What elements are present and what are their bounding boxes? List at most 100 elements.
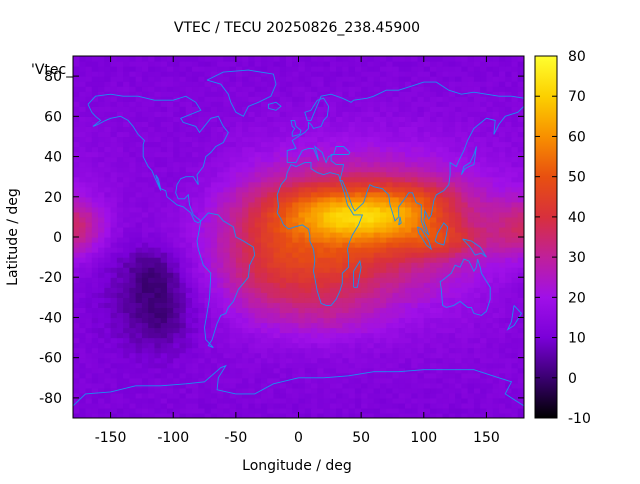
- heatmap-cell: [442, 121, 450, 127]
- heatmap-cell: [398, 146, 406, 153]
- heatmap-cell: [254, 357, 262, 364]
- heatmap-cell: [379, 397, 387, 404]
- heatmap-cell: [91, 81, 99, 87]
- heatmap-cell: [179, 151, 187, 158]
- heatmap-cell: [229, 96, 237, 102]
- heatmap-cell: [404, 352, 412, 359]
- heatmap-cell: [342, 312, 350, 319]
- heatmap-cell: [411, 111, 419, 117]
- heatmap-cell: [492, 412, 500, 418]
- heatmap-cell: [417, 196, 425, 203]
- heatmap-cell: [160, 317, 168, 324]
- heatmap-cell: [242, 357, 249, 364]
- heatmap-cell: [411, 402, 419, 409]
- heatmap-cell: [129, 121, 137, 127]
- heatmap-cell: [116, 262, 124, 268]
- heatmap-cell: [498, 412, 506, 418]
- heatmap-cell: [511, 347, 519, 354]
- heatmap-cell: [373, 297, 381, 303]
- heatmap-cell: [442, 191, 450, 198]
- heatmap-cell: [91, 136, 99, 143]
- heatmap-cell: [511, 96, 519, 102]
- heatmap-cell: [217, 196, 224, 203]
- heatmap-cell: [285, 231, 293, 238]
- heatmap-cell: [348, 382, 356, 389]
- heatmap-cell: [486, 357, 494, 364]
- heatmap-cell: [411, 277, 419, 283]
- heatmap-cell: [511, 262, 519, 268]
- heatmap-cell: [260, 347, 268, 354]
- heatmap-cell: [173, 307, 181, 314]
- heatmap-cell: [141, 287, 149, 293]
- heatmap-cell: [185, 412, 193, 418]
- heatmap-cell: [398, 292, 406, 298]
- heatmap-cell: [404, 121, 412, 127]
- heatmap-cell: [467, 166, 475, 173]
- heatmap-cell: [511, 76, 519, 82]
- heatmap-cell: [498, 312, 506, 319]
- heatmap-cell: [386, 377, 394, 384]
- heatmap-cell: [223, 377, 231, 384]
- heatmap-cell: [436, 106, 444, 112]
- heatmap-cell: [354, 136, 362, 143]
- heatmap-cell: [317, 231, 325, 238]
- heatmap-cell: [248, 312, 256, 319]
- heatmap-cell: [498, 272, 506, 278]
- heatmap-cell: [304, 71, 312, 77]
- heatmap-cell: [116, 397, 124, 404]
- heatmap-cell: [329, 221, 337, 228]
- heatmap-cell: [304, 201, 312, 208]
- heatmap-cell: [505, 171, 513, 178]
- heatmap-cell: [367, 387, 375, 394]
- heatmap-cell: [455, 297, 462, 303]
- heatmap-cell: [129, 161, 137, 168]
- heatmap-cell: [129, 367, 137, 374]
- heatmap-cell: [386, 131, 394, 138]
- heatmap-cell: [223, 216, 231, 223]
- heatmap-cell: [173, 111, 181, 117]
- heatmap-cell: [492, 151, 500, 158]
- heatmap-cell: [367, 151, 375, 158]
- heatmap-cell: [154, 151, 162, 158]
- heatmap-cell: [192, 141, 199, 148]
- heatmap-cell: [248, 76, 256, 82]
- heatmap-cell: [204, 357, 212, 364]
- heatmap-cell: [329, 141, 337, 148]
- heatmap-cell: [423, 156, 431, 163]
- heatmap-cell: [417, 76, 425, 82]
- heatmap-cell: [505, 96, 513, 102]
- heatmap-cell: [91, 126, 99, 133]
- heatmap-cell: [229, 237, 237, 243]
- heatmap-cell: [317, 126, 325, 133]
- heatmap-cell: [292, 166, 300, 173]
- heatmap-cell: [285, 267, 293, 273]
- heatmap-cell: [166, 201, 174, 208]
- heatmap-cell: [404, 382, 412, 389]
- heatmap-cell: [417, 287, 425, 293]
- heatmap-cell: [204, 247, 212, 253]
- heatmap-cell: [298, 382, 306, 389]
- heatmap-cell: [329, 387, 337, 394]
- heatmap-cell: [442, 247, 450, 253]
- heatmap-cell: [329, 101, 337, 107]
- heatmap-cell: [367, 282, 375, 288]
- heatmap-cell: [204, 262, 212, 268]
- heatmap-cell: [129, 252, 137, 258]
- heatmap-cell: [317, 282, 325, 288]
- heatmap-cell: [185, 287, 193, 293]
- heatmap-cell: [217, 237, 224, 243]
- heatmap-cell: [354, 166, 362, 173]
- heatmap-cell: [204, 412, 212, 418]
- heatmap-cell: [154, 397, 162, 404]
- heatmap-cell: [480, 357, 488, 364]
- heatmap-cell: [104, 347, 112, 354]
- heatmap-cell: [110, 332, 118, 339]
- heatmap-cell: [85, 257, 93, 263]
- heatmap-cell: [123, 332, 130, 339]
- heatmap-cell: [285, 111, 293, 117]
- heatmap-cell: [123, 131, 130, 138]
- heatmap-cell: [235, 171, 243, 178]
- heatmap-cell: [185, 292, 193, 298]
- heatmap-cell: [85, 66, 93, 72]
